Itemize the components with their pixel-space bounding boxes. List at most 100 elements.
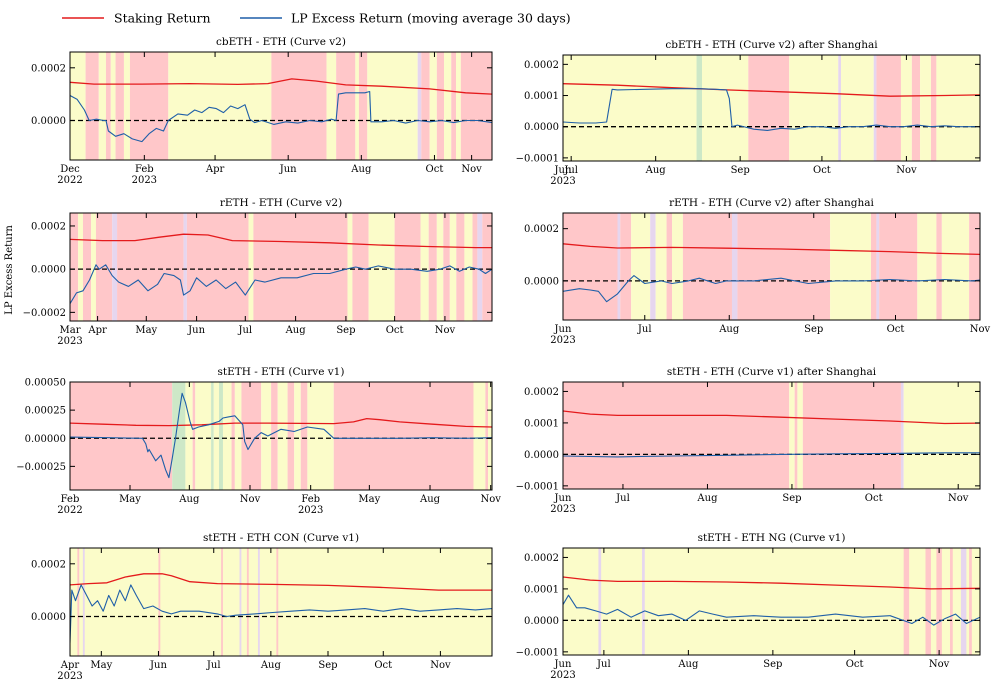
region-yellow [444, 52, 452, 160]
y-tick-label: 0.0000 [524, 276, 559, 287]
plot-area [70, 382, 492, 490]
x-tick-label: Feb [301, 494, 320, 505]
legend: Staking Return LP Excess Return (moving … [62, 11, 571, 26]
region-pink [682, 213, 732, 320]
x-tick-year-label: 2023 [550, 504, 575, 515]
x-tick-label: Jun [554, 165, 572, 176]
region-yellow [903, 382, 980, 489]
region-yellow [936, 55, 980, 161]
region-pink [231, 382, 235, 490]
region-pink [482, 213, 492, 321]
x-tick-label: Jul [563, 165, 578, 176]
region-pink [77, 548, 80, 656]
y-tick-label: −0.0002 [23, 308, 66, 319]
region-yellow [123, 52, 130, 160]
region-violet [183, 213, 187, 321]
region-pink [950, 548, 953, 655]
region-yellow [110, 52, 116, 160]
x-tick-label: Aug [677, 659, 699, 670]
region-pink [221, 548, 223, 656]
region-pink [666, 213, 673, 320]
x-tick-label: Nov [480, 494, 501, 505]
x-tick-label: Jun [187, 325, 205, 336]
region-yellow [797, 382, 803, 489]
region-yellow [78, 213, 83, 321]
region-yellow [920, 55, 931, 161]
x-tick-label: May [119, 494, 141, 505]
plot-area [563, 213, 980, 320]
chart-panel-6: stETH - ETH (Curve v1) after Shanghai 0.0… [516, 366, 981, 515]
lp-excess-return-line [70, 392, 492, 479]
x-tick-label: Jul [206, 660, 221, 671]
x-tick-label: Jul [596, 659, 611, 670]
x-tick-label: Jun [554, 659, 572, 670]
region-pink [969, 213, 980, 320]
staking-return-line [563, 83, 980, 97]
region-pink [485, 382, 489, 490]
region-violet [642, 548, 645, 655]
region-violet [477, 213, 483, 321]
region-yellow [789, 55, 839, 161]
region-pink [969, 548, 972, 655]
x-tick-label: Nov [430, 660, 451, 671]
region-pink [802, 382, 901, 489]
region-yellow [222, 382, 232, 490]
region-yellow [900, 55, 912, 161]
x-tick-label: Mar [60, 325, 81, 336]
region-yellow [307, 382, 334, 490]
region-yellow [830, 213, 871, 320]
region-pink [70, 382, 173, 490]
region-yellow [367, 52, 418, 160]
region-pink [276, 548, 279, 656]
lp-excess-return-line [70, 90, 492, 143]
lp-excess-return-line [70, 584, 492, 643]
chart-panel-7: stETH - ETH CON (Curve v1) 0.0002 0.0000 Ap… [31, 532, 493, 682]
x-tick-year-label: 2023 [550, 335, 575, 346]
y-tick-label: 0.0000 [524, 122, 559, 133]
x-tick-label: Oct [426, 164, 444, 175]
region-yellow [70, 52, 86, 160]
x-tick-label: Nov [948, 493, 969, 504]
region-pink [129, 52, 169, 160]
region-violet [731, 213, 738, 320]
y-tick-label: 0.00050 [25, 378, 66, 389]
axes-frame [69, 381, 493, 491]
region-pink [358, 52, 368, 160]
plot-area [70, 213, 492, 321]
region-yellow [213, 382, 220, 490]
x-tick-label: Nov [896, 165, 917, 176]
region-pink [394, 213, 421, 321]
lp-excess-return-line [563, 594, 980, 626]
region-yellow [234, 382, 242, 490]
region-pink [253, 213, 348, 321]
x-tick-label: Jun [554, 324, 572, 335]
region-pink [428, 213, 437, 321]
region-pink [737, 213, 831, 320]
x-tick-label: Feb [135, 164, 154, 175]
region-pink [563, 382, 790, 489]
staking-return-line [563, 243, 980, 255]
x-tick-label: Sep [731, 165, 750, 176]
region-pink [421, 52, 430, 160]
x-tick-label: Jul [615, 493, 630, 504]
region-pink [352, 213, 369, 321]
region-pink [456, 213, 465, 321]
staking-return-line [563, 576, 980, 590]
region-pink [794, 382, 798, 489]
chart-panel-4: rETH - ETH (Curve v2) after Shanghai 0.00… [524, 197, 991, 346]
region-yellow [473, 382, 486, 490]
plot-area [563, 548, 980, 655]
x-tick-label: Aug [178, 494, 200, 505]
y-tick-label: −0.0001 [516, 647, 559, 658]
region-pink [158, 548, 161, 656]
y-tick-label: 0.0002 [524, 60, 559, 71]
region-pink [95, 213, 113, 321]
y-tick-label: 0.0002 [524, 387, 559, 398]
region-pink [105, 52, 111, 160]
region-yellow [631, 213, 651, 320]
plot-area [563, 55, 980, 161]
region-yellow [488, 382, 492, 490]
x-tick-year-label: 2023 [57, 671, 82, 682]
x-tick-label: Sep [318, 660, 337, 671]
region-yellow [98, 52, 106, 160]
